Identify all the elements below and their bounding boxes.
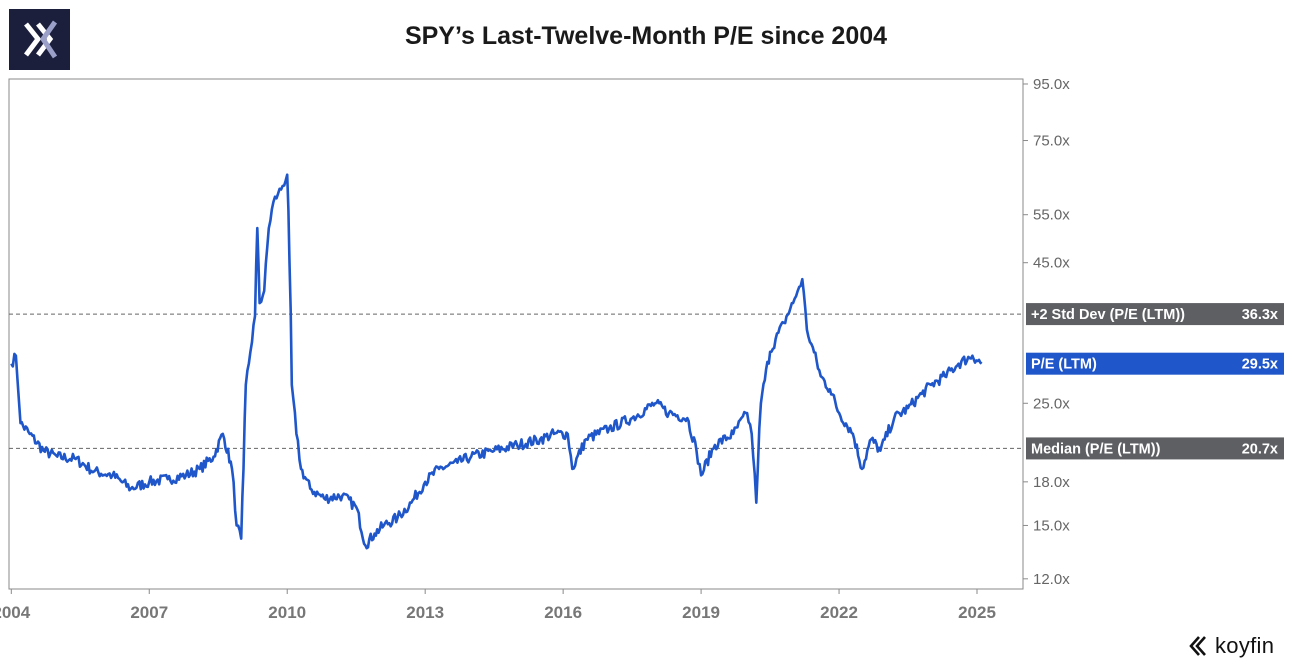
- x-tick-label: 2016: [544, 603, 582, 622]
- current-pe-label-box: [1026, 352, 1284, 375]
- brand-name: koyfin: [1215, 633, 1275, 658]
- x-tick-label: 2013: [406, 603, 444, 622]
- y-tick-label: 95.0x: [1033, 76, 1070, 93]
- y-tick-label: 25.0x: [1033, 395, 1070, 412]
- y-tick-label: 55.0x: [1033, 207, 1070, 224]
- x-tick-label: 2004: [0, 603, 31, 622]
- koyfin-logo: [9, 9, 70, 70]
- y-tick-label: 75.0x: [1033, 133, 1070, 150]
- chart-title: SPY’s Last-Twelve-Month P/E since 2004: [404, 22, 888, 50]
- value-labels: +2 Std Dev (P/E (LTM)) 36.3x P/E (LTM) 29.5…: [1026, 303, 1284, 460]
- current-pe-label-name: P/E (LTM): [1031, 357, 1097, 373]
- x-axis: 2004 2007 2010 2013 2016 2019 2022 2025: [0, 589, 996, 622]
- plus-2-std-dev-label-name: +2 Std Dev (P/E (LTM)): [1031, 307, 1185, 323]
- koyfin-k-logo-icon: [24, 20, 58, 59]
- x-tick-label: 2010: [268, 603, 306, 622]
- current-pe-label-value: 29.5x: [1242, 357, 1278, 373]
- y-tick-label: 18.0x: [1033, 474, 1070, 491]
- plus-2-std-dev-label-box: [1026, 303, 1284, 326]
- x-tick-label: 2019: [682, 603, 720, 622]
- y-tick-label: 45.0x: [1033, 255, 1070, 272]
- plot-frame: [8, 78, 1024, 590]
- pe-series-line: [10, 173, 983, 550]
- median-label-name: Median (P/E (LTM)): [1031, 441, 1161, 457]
- koyfin-chevron-icon: [1189, 636, 1206, 656]
- y-tick-label: 12.0x: [1033, 571, 1070, 588]
- y-tick-label: 15.0x: [1033, 517, 1070, 534]
- reference-lines: [9, 313, 1023, 449]
- x-tick-label: 2007: [130, 603, 168, 622]
- koyfin-brand: koyfin: [1186, 632, 1274, 660]
- x-tick-label: 2022: [820, 603, 858, 622]
- y-axis: 95.0x 75.0x 55.0x 45.0x 25.0x 18.0x 15.0x 12.0x: [1023, 76, 1070, 588]
- x-tick-label: 2025: [958, 603, 996, 622]
- median-label-value: 20.7x: [1242, 441, 1278, 457]
- plus-2-std-dev-label-value: 36.3x: [1242, 307, 1278, 323]
- median-label-box: [1026, 437, 1284, 460]
